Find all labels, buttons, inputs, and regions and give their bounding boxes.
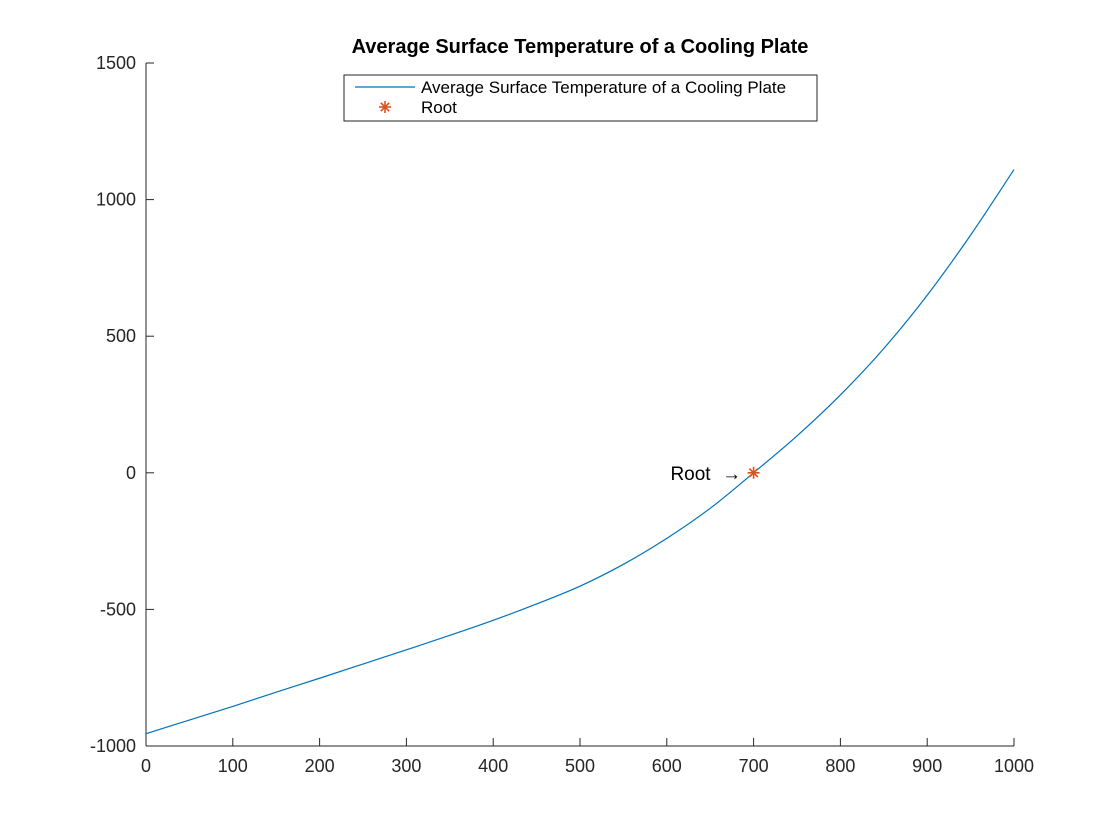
x-tick-label: 800 bbox=[825, 756, 855, 776]
legend-marker-sample bbox=[379, 101, 391, 113]
root-annotation-arrow: → bbox=[722, 464, 741, 485]
legend-box bbox=[343, 74, 818, 122]
legend: Average Surface Temperature of a Cooling… bbox=[343, 74, 818, 122]
x-tick-label: 400 bbox=[478, 756, 508, 776]
y-ticks: -1000 -500 0 500 1000 1500 bbox=[90, 53, 154, 756]
asterisk-stroke bbox=[748, 467, 759, 478]
y-tick-label: 500 bbox=[106, 326, 136, 346]
plot-area bbox=[145, 169, 1015, 735]
root-annotation: Root → bbox=[670, 464, 741, 485]
x-tick-label: 100 bbox=[218, 756, 248, 776]
x-tick-label: 500 bbox=[565, 756, 595, 776]
temperature-line bbox=[145, 169, 1015, 735]
x-tick-label: 200 bbox=[305, 756, 335, 776]
y-tick-label: -1000 bbox=[90, 736, 136, 756]
legend-label-temperature: Average Surface Temperature of a Cooling… bbox=[421, 78, 786, 97]
y-tick-label: 1500 bbox=[96, 53, 136, 73]
y-tick-label: 1000 bbox=[96, 190, 136, 210]
x-tick-label: 1000 bbox=[994, 756, 1034, 776]
root-marker bbox=[747, 466, 760, 479]
asterisk-stroke bbox=[380, 102, 390, 112]
root-annotation-label: Root bbox=[670, 464, 711, 485]
y-tick-label: -500 bbox=[100, 599, 136, 619]
axes: 0 100 200 300 400 500 600 700 800 900 1000 -1000 -5… bbox=[90, 53, 1034, 776]
x-tick-label: 0 bbox=[141, 756, 151, 776]
legend-label-root: Root bbox=[421, 98, 457, 117]
chart-title: Average Surface Temperature of a Cooling… bbox=[352, 36, 809, 58]
x-ticks: 0 100 200 300 400 500 600 700 800 900 1000 bbox=[141, 738, 1034, 776]
x-tick-label: 300 bbox=[391, 756, 421, 776]
x-tick-label: 700 bbox=[739, 756, 769, 776]
x-tick-label: 600 bbox=[652, 756, 682, 776]
y-tick-label: 0 bbox=[126, 463, 136, 483]
x-tick-label: 900 bbox=[912, 756, 942, 776]
